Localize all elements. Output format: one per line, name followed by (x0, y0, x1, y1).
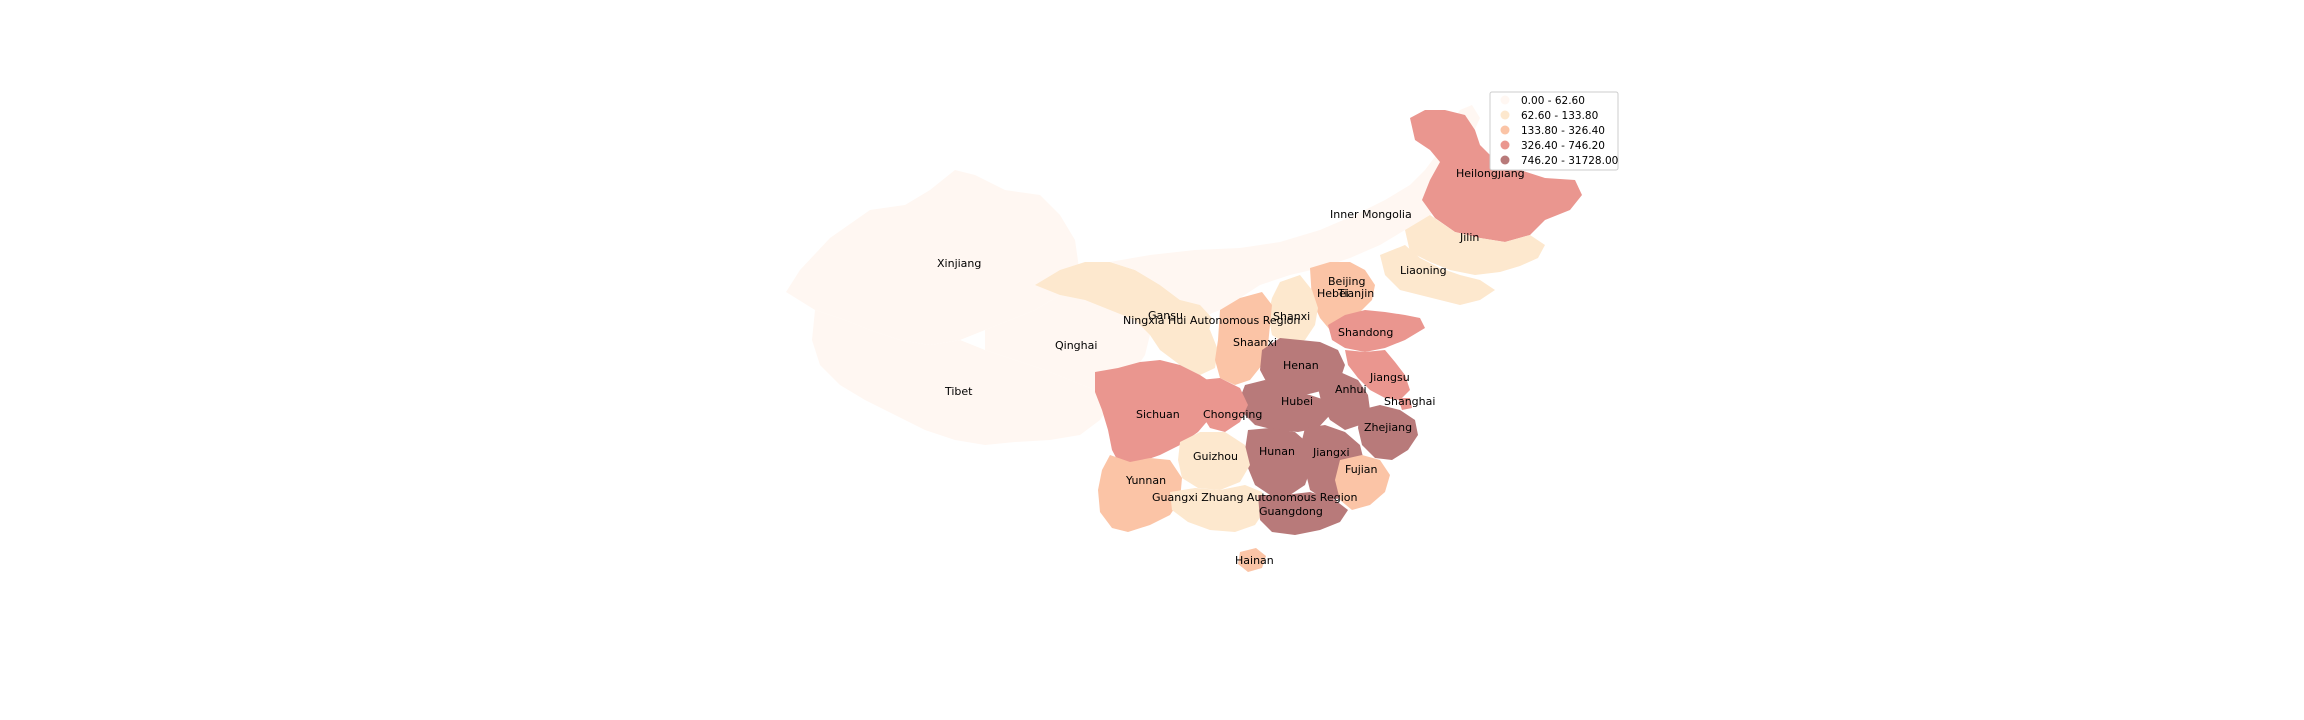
legend-entry: 326.40 - 746.20 (1500, 140, 1605, 152)
label-yunnan: Yunnan (1125, 474, 1166, 487)
label-hebei: Hebei (1317, 287, 1349, 300)
province-guangdong[interactable] (1258, 492, 1348, 535)
legend-swatch (1500, 140, 1510, 150)
legend-label: 0.00 - 62.60 (1521, 95, 1585, 107)
legend-label: 133.80 - 326.40 (1521, 125, 1605, 137)
legend-entry: 0.00 - 62.60 (1500, 95, 1585, 107)
legend-swatch (1500, 125, 1510, 135)
province-anhui[interactable] (1318, 372, 1370, 430)
legend-entry: 133.80 - 326.40 (1500, 125, 1605, 137)
province-shandong[interactable] (1328, 310, 1425, 352)
legend-swatch (1500, 155, 1510, 165)
label-inner-mongolia: Inner Mongolia (1330, 208, 1412, 221)
province-heilongjiang[interactable] (1410, 110, 1582, 242)
label-shaanxi: Shaanxi (1233, 336, 1277, 349)
province-gansu[interactable] (1035, 262, 1218, 375)
legend-label: 746.20 - 31728.00 (1521, 155, 1618, 167)
province-hunan[interactable] (1245, 428, 1312, 495)
label-gansu: Gansu (1148, 309, 1183, 322)
label-guangxi: Guangxi Zhuang Autonomous Region (1152, 491, 1357, 504)
label-shanxi: Shanxi (1273, 310, 1310, 323)
province-shapes (786, 105, 1582, 572)
province-hainan[interactable] (1238, 548, 1266, 572)
label-hubei: Hubei (1281, 395, 1313, 408)
label-tibet: Tibet (944, 385, 973, 398)
label-jiangsu: Jiangsu (1369, 371, 1410, 384)
legend-swatch (1500, 110, 1510, 120)
label-qinghai: Qinghai (1055, 339, 1097, 352)
province-xinjiang[interactable] (786, 170, 1080, 345)
label-guizhou: Guizhou (1193, 450, 1238, 463)
legend: 0.00 - 62.60 62.60 - 133.80 133.80 - 326… (1489, 91, 1619, 171)
province-shanghai[interactable] (1398, 398, 1412, 410)
label-xinjiang: Xinjiang (937, 257, 981, 270)
province-liaoning[interactable] (1380, 245, 1495, 305)
label-hunan: Hunan (1259, 445, 1295, 458)
province-jiangsu[interactable] (1345, 350, 1410, 400)
label-guangdong: Guangdong (1259, 505, 1323, 518)
province-beijing[interactable] (1330, 270, 1352, 292)
label-jilin: Jilin (1459, 231, 1479, 244)
legend-swatch (1500, 95, 1510, 105)
label-shanghai: Shanghai (1384, 395, 1435, 408)
province-inner-mongolia[interactable] (1080, 105, 1480, 318)
province-qinghai[interactable] (985, 295, 1150, 390)
legend-entry: 746.20 - 31728.00 (1500, 155, 1618, 167)
label-jiangxi: Jiangxi (1312, 446, 1350, 459)
province-guangxi[interactable] (1170, 485, 1265, 532)
province-hebei[interactable] (1310, 262, 1375, 330)
legend-box (1489, 91, 1619, 171)
province-fujian[interactable] (1335, 455, 1390, 510)
province-ningxia[interactable] (1175, 300, 1212, 340)
label-tianjin: Tianjin (1337, 287, 1374, 300)
label-anhui: Anhui (1335, 383, 1367, 396)
province-labels: Xinjiang Tibet Qinghai Gansu Inner Mongo… (937, 167, 1525, 567)
legend-label: 62.60 - 133.80 (1521, 110, 1598, 122)
label-henan: Henan (1283, 359, 1319, 372)
province-jilin[interactable] (1405, 215, 1545, 275)
label-hainan: Hainan (1235, 554, 1274, 567)
label-liaoning: Liaoning (1400, 264, 1447, 277)
province-shanxi[interactable] (1268, 275, 1318, 345)
province-tianjin[interactable] (1352, 288, 1366, 304)
province-zhejiang[interactable] (1358, 405, 1418, 460)
province-shaanxi[interactable] (1215, 292, 1272, 385)
legend-label: 326.40 - 746.20 (1521, 140, 1605, 152)
province-hubei[interactable] (1240, 380, 1330, 432)
label-beijing: Beijing (1328, 275, 1365, 288)
province-chongqing[interactable] (1198, 378, 1248, 432)
legend-entry: 62.60 - 133.80 (1500, 110, 1598, 122)
province-yunnan[interactable] (1098, 455, 1182, 532)
label-ningxia: Ningxia Hui Autonomous Region (1123, 314, 1300, 327)
label-chongqing: Chongqing (1203, 408, 1262, 421)
label-sichuan: Sichuan (1136, 408, 1180, 421)
label-zhejiang: Zhejiang (1364, 421, 1412, 434)
label-shandong: Shandong (1338, 326, 1393, 339)
province-guizhou[interactable] (1178, 432, 1250, 490)
province-tibet[interactable] (812, 310, 1110, 445)
label-fujian: Fujian (1345, 463, 1378, 476)
